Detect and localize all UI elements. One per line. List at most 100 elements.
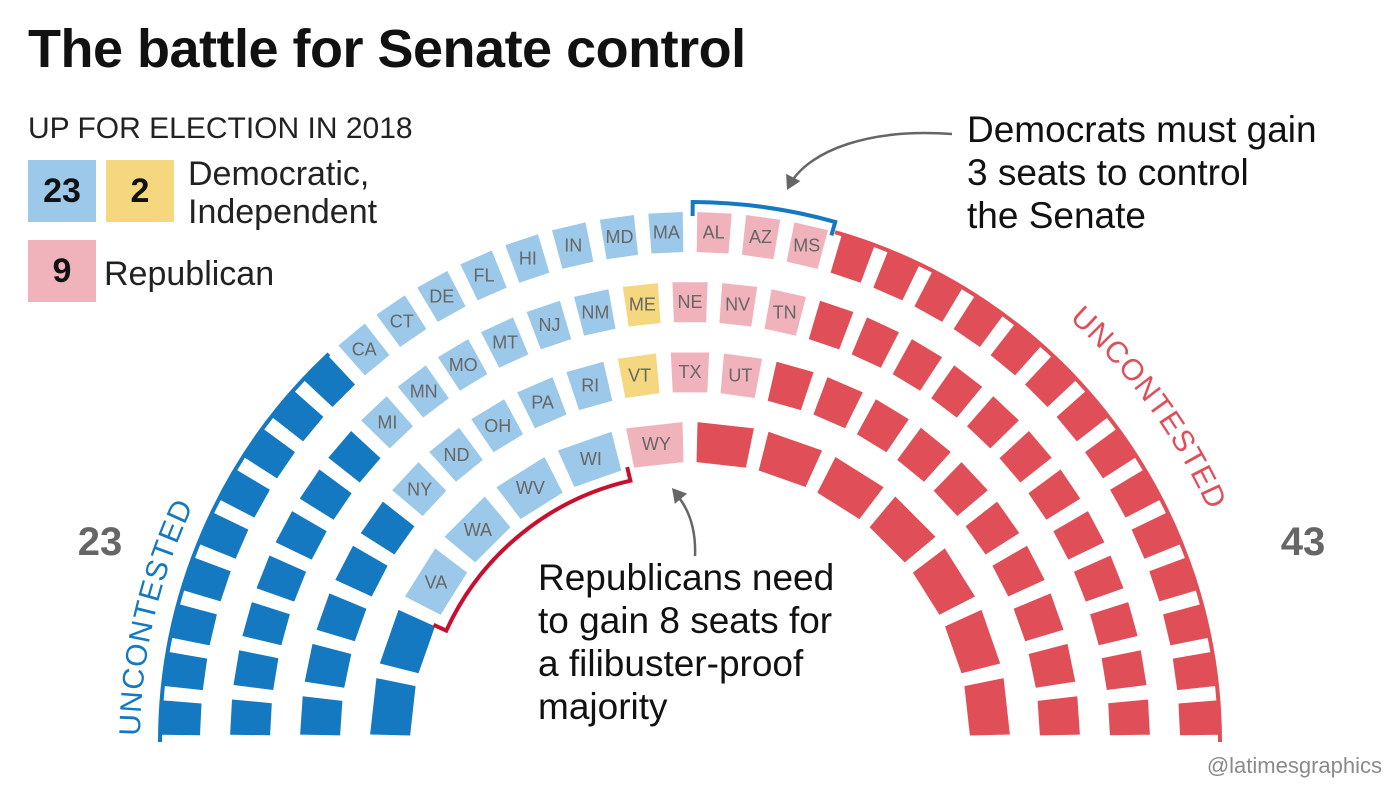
- seat-dem-uncontested: [275, 511, 327, 560]
- right-uncontested-count: 43: [1281, 520, 1326, 564]
- seat-ny: [392, 462, 447, 516]
- seat-dem-uncontested: [328, 431, 381, 483]
- seat-label-in: IN: [564, 236, 582, 256]
- top-annotation-arrow-line: [788, 131, 953, 185]
- seat-dem-uncontested: [370, 678, 416, 736]
- seat-label-ca: CA: [352, 340, 377, 360]
- seat-dem-uncontested: [233, 650, 279, 690]
- legend-ind-count: 2: [106, 160, 174, 222]
- seat-label-vt: VT: [628, 365, 651, 385]
- seat-label-wa: WA: [464, 520, 492, 540]
- seat-mn: [397, 365, 449, 418]
- seat-dem-uncontested: [360, 501, 415, 555]
- seat-rep-uncontested: [1172, 651, 1217, 691]
- seat-mi: [361, 396, 413, 449]
- seat-rep-uncontested: [914, 270, 963, 322]
- seat-label-nv: NV: [725, 295, 750, 315]
- bottom-annotation-line-4: majority: [538, 686, 668, 727]
- seat-rep-uncontested: [990, 323, 1042, 376]
- seat-rep-uncontested: [931, 365, 983, 418]
- seat-rep-uncontested: [1073, 555, 1124, 602]
- seat-label-nm: NM: [581, 302, 609, 322]
- seat-rep-uncontested: [767, 361, 814, 411]
- seat-de: [417, 270, 466, 322]
- bottom-annotation-arrow-line: [675, 493, 697, 557]
- legend-dem-count: 23: [28, 160, 96, 222]
- seat-label-mn: MN: [410, 382, 438, 402]
- seat-dem-uncontested: [271, 390, 324, 442]
- seat-tn: [764, 289, 806, 336]
- seat-rep-uncontested: [1053, 511, 1105, 560]
- seat-label-me: ME: [629, 295, 656, 315]
- seat-dem-uncontested: [300, 696, 343, 736]
- seat-dem-uncontested: [218, 469, 270, 518]
- seat-ut: [720, 353, 763, 398]
- seat-nm: [574, 289, 616, 336]
- seat-rep-uncontested: [1149, 557, 1198, 602]
- seat-tx: [670, 352, 710, 393]
- seat-rep-uncontested: [897, 427, 951, 482]
- seat-wy: [626, 422, 684, 468]
- seat-rep-uncontested: [892, 339, 943, 391]
- seat-label-md: MD: [606, 227, 634, 247]
- legend-rep-count: 9: [28, 240, 96, 302]
- seat-label-ut: UT: [728, 365, 752, 385]
- seat-label-nj: NJ: [539, 315, 561, 335]
- chart-title: The battle for Senate control: [28, 19, 746, 79]
- seat-ne: [672, 282, 708, 323]
- seat-label-al: AL: [703, 223, 725, 243]
- seat-vt: [617, 353, 660, 398]
- seat-md: [599, 215, 639, 260]
- seat-dem-uncontested: [316, 593, 367, 642]
- top-annotation-line-2: 3 seats to control: [967, 152, 1249, 193]
- seat-row-3: NY ND OH PA RI VT TX UT: [300, 352, 1080, 736]
- seat-fl: [460, 250, 507, 301]
- seat-dem-uncontested: [303, 355, 355, 407]
- seat-label-va: VA: [425, 572, 448, 592]
- seat-row-2: MI MN MO MT NJ NM ME NE NV TN: [230, 282, 1150, 736]
- seat-dem-uncontested: [230, 699, 272, 736]
- seat-rep-uncontested: [967, 396, 1019, 449]
- seat-rep-uncontested: [964, 678, 1010, 736]
- seat-pa: [517, 377, 567, 429]
- seat-label-mi: MI: [377, 413, 397, 433]
- seat-rep-uncontested: [1110, 469, 1162, 518]
- seat-rep-uncontested: [1013, 593, 1064, 642]
- legend-heading: UP FOR ELECTION IN 2018: [28, 112, 413, 145]
- seat-hi: [505, 234, 550, 283]
- seat-wv: [496, 457, 563, 520]
- bottom-annotation-line-2: to gain 8 seats for: [538, 600, 832, 641]
- legend-rep-label: Republican: [104, 255, 275, 293]
- seat-row-4: VA WA WV WI WY: [370, 422, 1010, 736]
- seat-dem-uncontested: [243, 428, 295, 479]
- seat-label-wi: WI: [580, 449, 602, 469]
- seat-dem-uncontested: [198, 512, 249, 559]
- bottom-annotation-line-1: Republicans need: [538, 557, 834, 598]
- seat-al: [696, 212, 732, 254]
- left-uncontested-bracket: [158, 352, 331, 743]
- legend-dem-ind-label-line2: Independent: [188, 193, 378, 231]
- seat-oh: [471, 399, 524, 453]
- seat-label-ma: MA: [653, 223, 680, 243]
- seat-rep-uncontested: [992, 545, 1045, 597]
- seat-dem-uncontested: [256, 555, 307, 602]
- seat-rep-uncontested: [1163, 604, 1210, 646]
- seat-rep-uncontested: [869, 496, 936, 563]
- seat-rep-uncontested: [830, 234, 875, 283]
- seat-az: [741, 215, 781, 260]
- seat-rep-uncontested: [1131, 512, 1182, 559]
- seat-rep-uncontested: [817, 457, 884, 520]
- seat-rep-uncontested: [873, 250, 920, 301]
- seat-rep-uncontested: [1028, 469, 1081, 520]
- seat-wa: [444, 496, 511, 563]
- seat-rep-uncontested: [758, 431, 823, 487]
- seat-nj: [526, 300, 572, 350]
- seat-me: [622, 283, 661, 327]
- seat-rep-uncontested: [999, 431, 1052, 483]
- seat-dem-uncontested: [163, 651, 208, 691]
- seat-label-hi: HI: [519, 248, 537, 268]
- seat-in: [552, 222, 594, 269]
- seat-label-nd: ND: [444, 445, 470, 465]
- seat-mo: [437, 339, 488, 391]
- seat-label-ny: NY: [407, 480, 432, 500]
